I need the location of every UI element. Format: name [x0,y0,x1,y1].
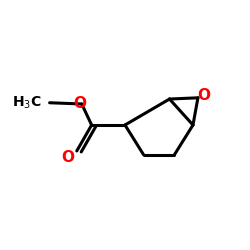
Text: H$_3$C: H$_3$C [12,94,42,111]
Text: O: O [198,88,210,103]
Text: O: O [62,150,75,165]
Text: O: O [73,96,86,112]
